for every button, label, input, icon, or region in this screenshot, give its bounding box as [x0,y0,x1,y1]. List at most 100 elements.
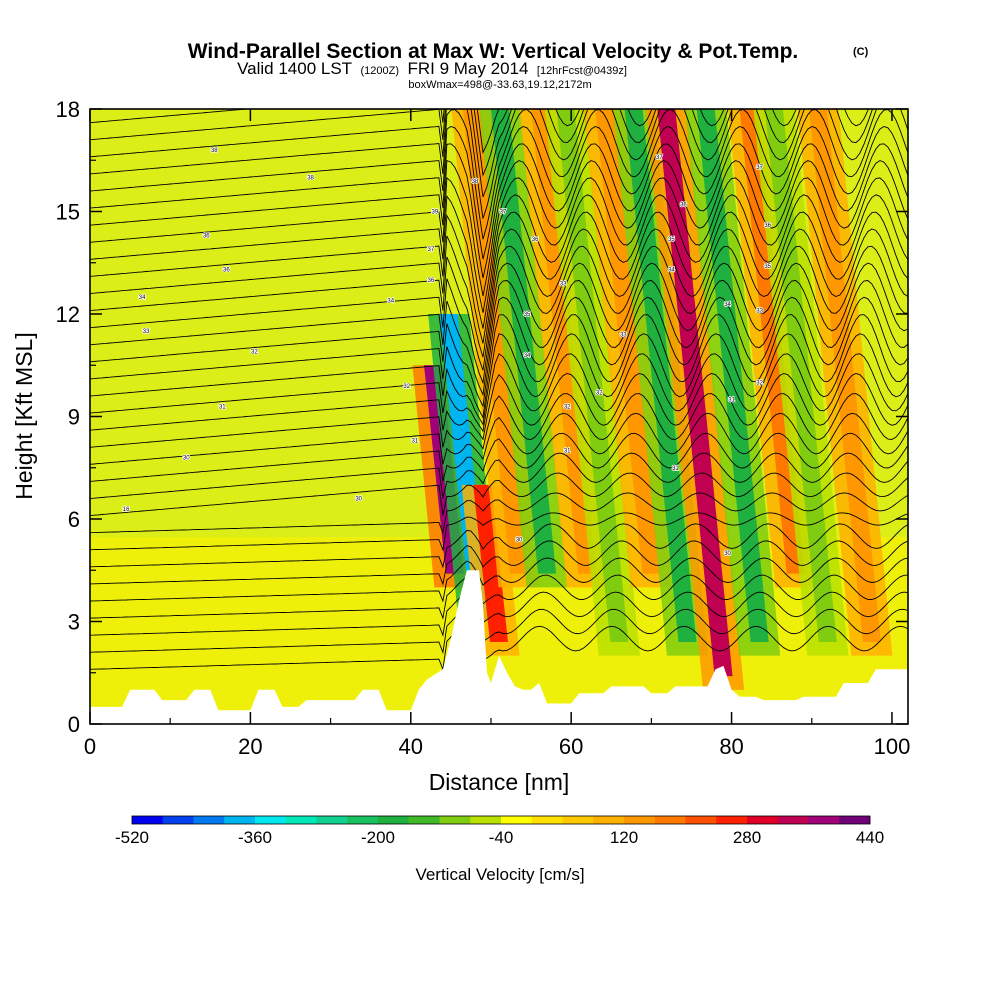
w-band-core [624,109,697,642]
theta-label: 36 [203,233,210,239]
colorbar-swatch [439,816,471,824]
theta-contour [90,194,908,329]
colorbar-swatch [408,816,440,824]
theta-contour [90,472,908,517]
theta-label: 34 [724,302,731,308]
theta-label: 37 [756,165,763,171]
theta-contour [90,574,908,620]
theta-contour [90,452,908,499]
colorbar-swatch [808,816,840,824]
colorbar-tick-label: -520 [115,828,149,847]
colorbar-swatch [316,816,348,824]
theta-contour [90,245,908,371]
theta-contour [90,109,873,198]
theta-label: 32 [403,384,410,390]
theta-label: 35 [524,312,531,318]
x-tick-label: 60 [559,734,583,759]
colorbar-swatch [839,816,871,824]
theta-label: 36 [680,203,687,209]
theta-contour [90,523,908,569]
plot-area: 38 38 36 36 34 33 32 31 30 16 34 32 31 30 39 37 36 38 37 36… [90,109,908,724]
colorbar-swatch [562,816,594,824]
x-tick-label: 20 [238,734,262,759]
colorbar-swatch [255,816,287,824]
chart-title: Wind-Parallel Section at Max W: Vertical… [188,40,799,63]
colorbar: -520 -360 -200 -40 120 280 440 [115,815,884,847]
colorbar-swatch [593,816,625,824]
theta-label: 30 [183,456,190,462]
theta-label: 31 [728,397,735,403]
colorbar-swatch [501,816,533,824]
x-axis: 0 20 40 60 80 100 [84,109,910,759]
theta-label: 35 [668,237,675,243]
theta-label: 33 [756,309,763,315]
colorbar-swatch [347,816,379,824]
theta-contour [90,159,908,296]
colorbar-swatch [193,816,225,824]
colorbar-swatch [378,816,410,824]
theta-contour [90,280,908,397]
theta-label: 30 [516,538,523,544]
theta-contour [90,211,908,344]
colorbar-swatch [132,816,164,824]
y-tick-label: 6 [68,507,80,532]
theta-label: 33 [143,329,150,335]
theta-label: 36 [532,237,539,243]
colorbar-swatch [685,816,717,824]
colorbar-tick-label: -40 [489,828,514,847]
theta-contour [90,540,908,586]
theta-label: 36 [223,268,230,274]
theta-contour [90,432,908,482]
theta-label: 32 [756,380,763,386]
colorbar-swatch [624,816,656,824]
w-band-core [696,109,769,642]
theta-contour [90,109,908,240]
theta-label: 30 [724,551,731,557]
theta-label: 34 [139,295,146,301]
theta-label: 34 [668,268,675,274]
theta-label: 33 [560,281,567,287]
theta-contour [90,492,908,535]
theta-label: 37 [427,247,434,253]
theta-contour [90,625,908,672]
theta-label: 31 [564,449,571,455]
y-axis-label: Height [Kft MSL] [11,332,37,499]
y-tick-label: 0 [68,712,80,737]
colorbar-swatch [470,816,502,824]
theta-contour [90,109,908,219]
colorbar-swatch [777,816,809,824]
y-tick-label: 15 [56,200,80,225]
theta-contour [90,296,908,408]
colorbar-swatch [162,816,194,824]
theta-label: 34 [524,353,531,359]
colorbar-tick-label: 440 [856,828,884,847]
colorbar-label: Vertical Velocity [cm/s] [415,865,584,884]
theta-label: 36 [427,278,434,284]
theta-label: 33 [620,333,627,339]
colorbar-swatch [654,816,686,824]
colorbar-swatch [747,816,779,824]
theta-label: 32 [596,391,603,397]
theta-label: 32 [251,350,258,356]
terrain [90,570,908,724]
colorbar-swatch [531,816,563,824]
theta-contour [90,591,908,637]
colorbar-frame [131,815,871,825]
colorbar-tick-label: -360 [238,828,272,847]
theta-label: 35 [764,264,771,270]
chart-subtitle-box: boxWmax=498@-33.63,19.12,2172m [408,79,591,91]
colorbar-swatch [285,816,317,824]
x-tick-label: 100 [874,734,911,759]
theta-label: 36 [764,223,771,229]
x-tick-label: 0 [84,734,96,759]
theta-label: 39 [431,210,438,216]
theta-contour [90,109,869,177]
y-tick-label: 12 [56,302,80,327]
theta-contour [90,126,908,260]
colorbar-swatch [224,816,256,824]
w-band-core [490,109,557,574]
theta-contour [90,512,908,552]
theta-label: 34 [387,298,394,304]
theta-label: 38 [211,148,218,154]
